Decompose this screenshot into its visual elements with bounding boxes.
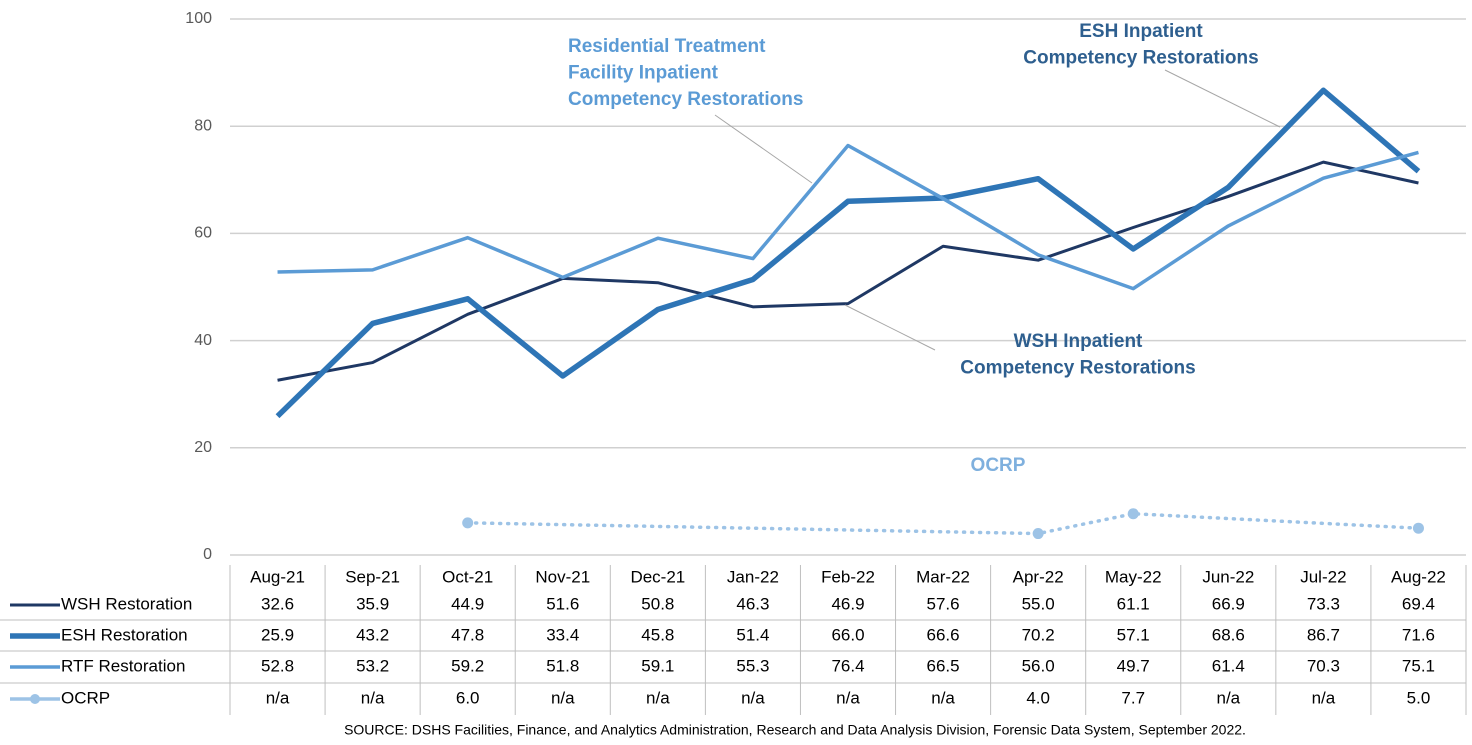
table-value: 46.9 (831, 594, 864, 613)
point-marker (1412, 522, 1424, 534)
table-value: 44.9 (451, 594, 484, 613)
table-value: 86.7 (1307, 625, 1340, 644)
table-value: n/a (361, 688, 385, 707)
table-value: 66.5 (927, 656, 960, 675)
x-tick-label: Aug-22 (1391, 567, 1446, 586)
table-value: 70.2 (1022, 625, 1055, 644)
source-note: SOURCE: DSHS Facilities, Finance, and An… (344, 722, 1246, 738)
table-value: 57.1 (1117, 625, 1150, 644)
table-value: 76.4 (831, 656, 864, 675)
leader-line (844, 304, 936, 351)
x-tick-label: May-22 (1105, 567, 1162, 586)
x-tick-label: Feb-22 (821, 567, 875, 586)
annotation: WSH Inpatient (1014, 331, 1143, 352)
table-value: 57.6 (927, 594, 960, 613)
table-value: 66.0 (831, 625, 864, 644)
x-tick-label: Jan-22 (727, 567, 779, 586)
annotation: Residential Treatment (568, 36, 766, 57)
table-value: 61.4 (1212, 656, 1245, 675)
table-value: n/a (1216, 688, 1240, 707)
series-line (465, 511, 1421, 536)
table-value: 33.4 (546, 625, 579, 644)
table-value: 73.3 (1307, 594, 1340, 613)
table-value: 68.6 (1212, 625, 1245, 644)
x-tick-label: Mar-22 (916, 567, 970, 586)
y-tick-label: 80 (194, 117, 212, 134)
table-value: 47.8 (451, 625, 484, 644)
legend-label: OCRP (61, 688, 110, 707)
table-value: 51.6 (546, 594, 579, 613)
table-value: 55.0 (1022, 594, 1055, 613)
x-tick-label: Sep-21 (345, 567, 400, 586)
legend-label: RTF Restoration (61, 656, 185, 675)
table-value: 59.2 (451, 656, 484, 675)
table-value: n/a (646, 688, 670, 707)
table-value: 46.3 (736, 594, 769, 613)
point-marker (1127, 508, 1139, 520)
series-line (275, 87, 1421, 419)
legend-label: ESH Restoration (61, 625, 188, 644)
leader-line (714, 114, 813, 184)
table-value: 55.3 (736, 656, 769, 675)
table-value: 53.2 (356, 656, 389, 675)
x-tick-label: Aug-21 (250, 567, 305, 586)
table-value: 43.2 (356, 625, 389, 644)
table-value: 69.4 (1402, 594, 1435, 613)
leader-line (1164, 69, 1281, 128)
annotation: OCRP (971, 455, 1026, 476)
y-tick-label: 40 (194, 332, 212, 349)
table-value: 59.1 (641, 656, 674, 675)
series-line (277, 143, 1419, 291)
table-value: 5.0 (1407, 688, 1431, 707)
table-value: n/a (1312, 688, 1336, 707)
point-marker (462, 517, 474, 529)
table-value: 32.6 (261, 594, 294, 613)
table-value: 35.9 (356, 594, 389, 613)
point-marker (1032, 528, 1044, 540)
x-tick-label: Oct-21 (442, 567, 493, 586)
annotation: Competency Restorations (960, 358, 1195, 379)
table-value: 45.8 (641, 625, 674, 644)
table-value: 51.8 (546, 656, 579, 675)
table-value: 4.0 (1026, 688, 1050, 707)
legend-label: WSH Restoration (61, 594, 192, 613)
x-tick-label: Dec-21 (630, 567, 685, 586)
table-value: 51.4 (736, 625, 769, 644)
table-value: n/a (741, 688, 765, 707)
table-value: 50.8 (641, 594, 674, 613)
table-value: 70.3 (1307, 656, 1340, 675)
table-value: 49.7 (1117, 656, 1150, 675)
table-value: 25.9 (261, 625, 294, 644)
x-tick-label: Jul-22 (1300, 567, 1346, 586)
table-value: 75.1 (1402, 656, 1435, 675)
table-value: 7.7 (1121, 688, 1145, 707)
annotation: Competency Restorations (1023, 48, 1258, 69)
table-value: n/a (551, 688, 575, 707)
x-tick-label: Nov-21 (535, 567, 590, 586)
y-tick-label: 60 (194, 225, 212, 242)
y-tick-label: 100 (185, 10, 212, 27)
y-tick-label: 0 (203, 546, 212, 563)
x-tick-label: Apr-22 (1013, 567, 1064, 586)
table-value: 71.6 (1402, 625, 1435, 644)
table-value: n/a (266, 688, 290, 707)
table-value: n/a (836, 688, 860, 707)
annotation: Facility Inpatient (568, 63, 719, 84)
table-value: n/a (931, 688, 955, 707)
table-value: 56.0 (1022, 656, 1055, 675)
table-value: 66.6 (927, 625, 960, 644)
legend-marker (30, 694, 40, 704)
table-value: 52.8 (261, 656, 294, 675)
y-tick-label: 20 (194, 439, 212, 456)
x-tick-label: Jun-22 (1202, 567, 1254, 586)
table-value: 61.1 (1117, 594, 1150, 613)
table-value: 6.0 (456, 688, 480, 707)
series-line (277, 160, 1419, 382)
annotation: ESH Inpatient (1079, 21, 1203, 42)
table-value: 66.9 (1212, 594, 1245, 613)
annotation: Competency Restorations (568, 89, 803, 110)
